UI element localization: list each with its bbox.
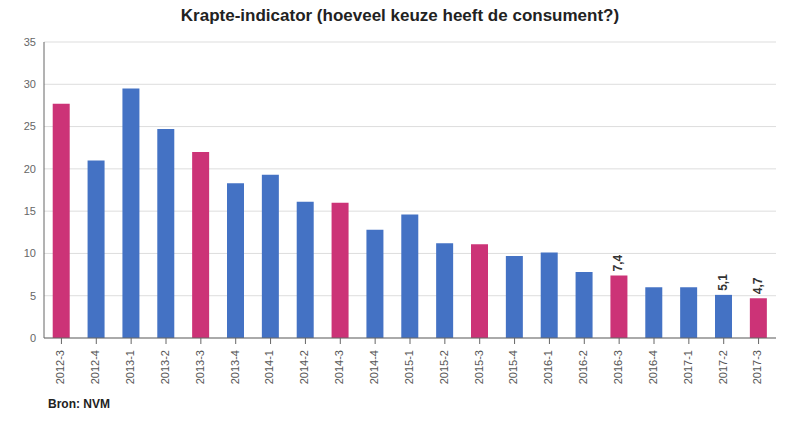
svg-text:2017-3: 2017-3 [751, 350, 763, 384]
svg-text:2016-3: 2016-3 [612, 350, 624, 384]
svg-text:2012-4: 2012-4 [89, 350, 101, 384]
svg-text:35: 35 [24, 36, 36, 48]
svg-text:25: 25 [24, 120, 36, 132]
svg-text:10: 10 [24, 247, 36, 259]
svg-text:2017-1: 2017-1 [682, 350, 694, 384]
svg-text:2015-2: 2015-2 [438, 350, 450, 384]
svg-text:2016-2: 2016-2 [577, 350, 589, 384]
svg-text:2013-1: 2013-1 [124, 350, 136, 384]
svg-text:7,4: 7,4 [611, 254, 625, 271]
html-text:Bron: NVM: Bron: NVM [48, 397, 110, 411]
svg-text:2012-3: 2012-3 [54, 350, 66, 384]
svg-text:2013-3: 2013-3 [194, 350, 206, 384]
svg-text:2016-4: 2016-4 [647, 350, 659, 384]
svg-text:2014-3: 2014-3 [333, 350, 345, 384]
svg-text:15: 15 [24, 205, 36, 217]
svg-text:2015-4: 2015-4 [507, 350, 519, 384]
svg-text:2013-2: 2013-2 [159, 350, 171, 384]
svg-text:2015-3: 2015-3 [473, 350, 485, 384]
svg-text:5: 5 [30, 290, 36, 302]
svg-text:5,1: 5,1 [716, 274, 730, 291]
svg-text:4,7: 4,7 [751, 277, 765, 294]
svg-text:2014-2: 2014-2 [298, 350, 310, 384]
svg-text:2014-1: 2014-1 [263, 350, 275, 384]
svg-text:2016-1: 2016-1 [542, 350, 554, 384]
svg-text:20: 20 [24, 163, 36, 175]
svg-text:2015-1: 2015-1 [403, 350, 415, 384]
svg-text:30: 30 [24, 78, 36, 90]
svg-text:0: 0 [30, 332, 36, 344]
svg-text:2017-2: 2017-2 [717, 350, 729, 384]
html-text:Krapte-indicator (hoeveel keuz: Krapte-indicator (hoeveel keuze heeft de… [180, 6, 620, 25]
svg-text:2013-4: 2013-4 [229, 350, 241, 384]
svg-text:2014-4: 2014-4 [368, 350, 380, 384]
